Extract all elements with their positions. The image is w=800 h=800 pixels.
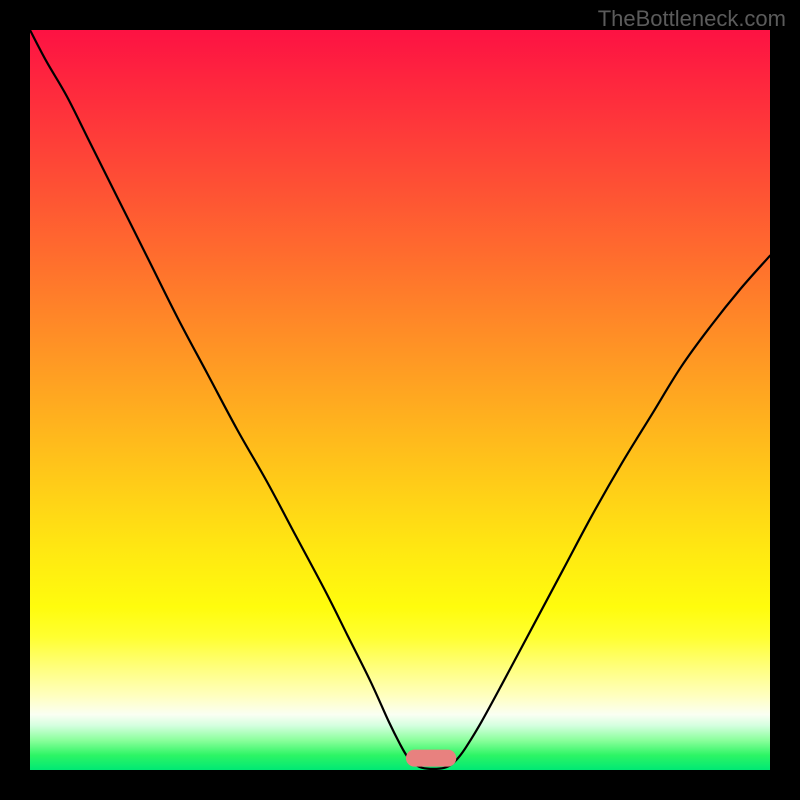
watermark-text: TheBottleneck.com — [598, 6, 786, 32]
optimal-point-marker — [406, 750, 456, 767]
bottleneck-chart — [0, 0, 800, 800]
chart-container: TheBottleneck.com — [0, 0, 800, 800]
plot-background — [30, 30, 770, 770]
